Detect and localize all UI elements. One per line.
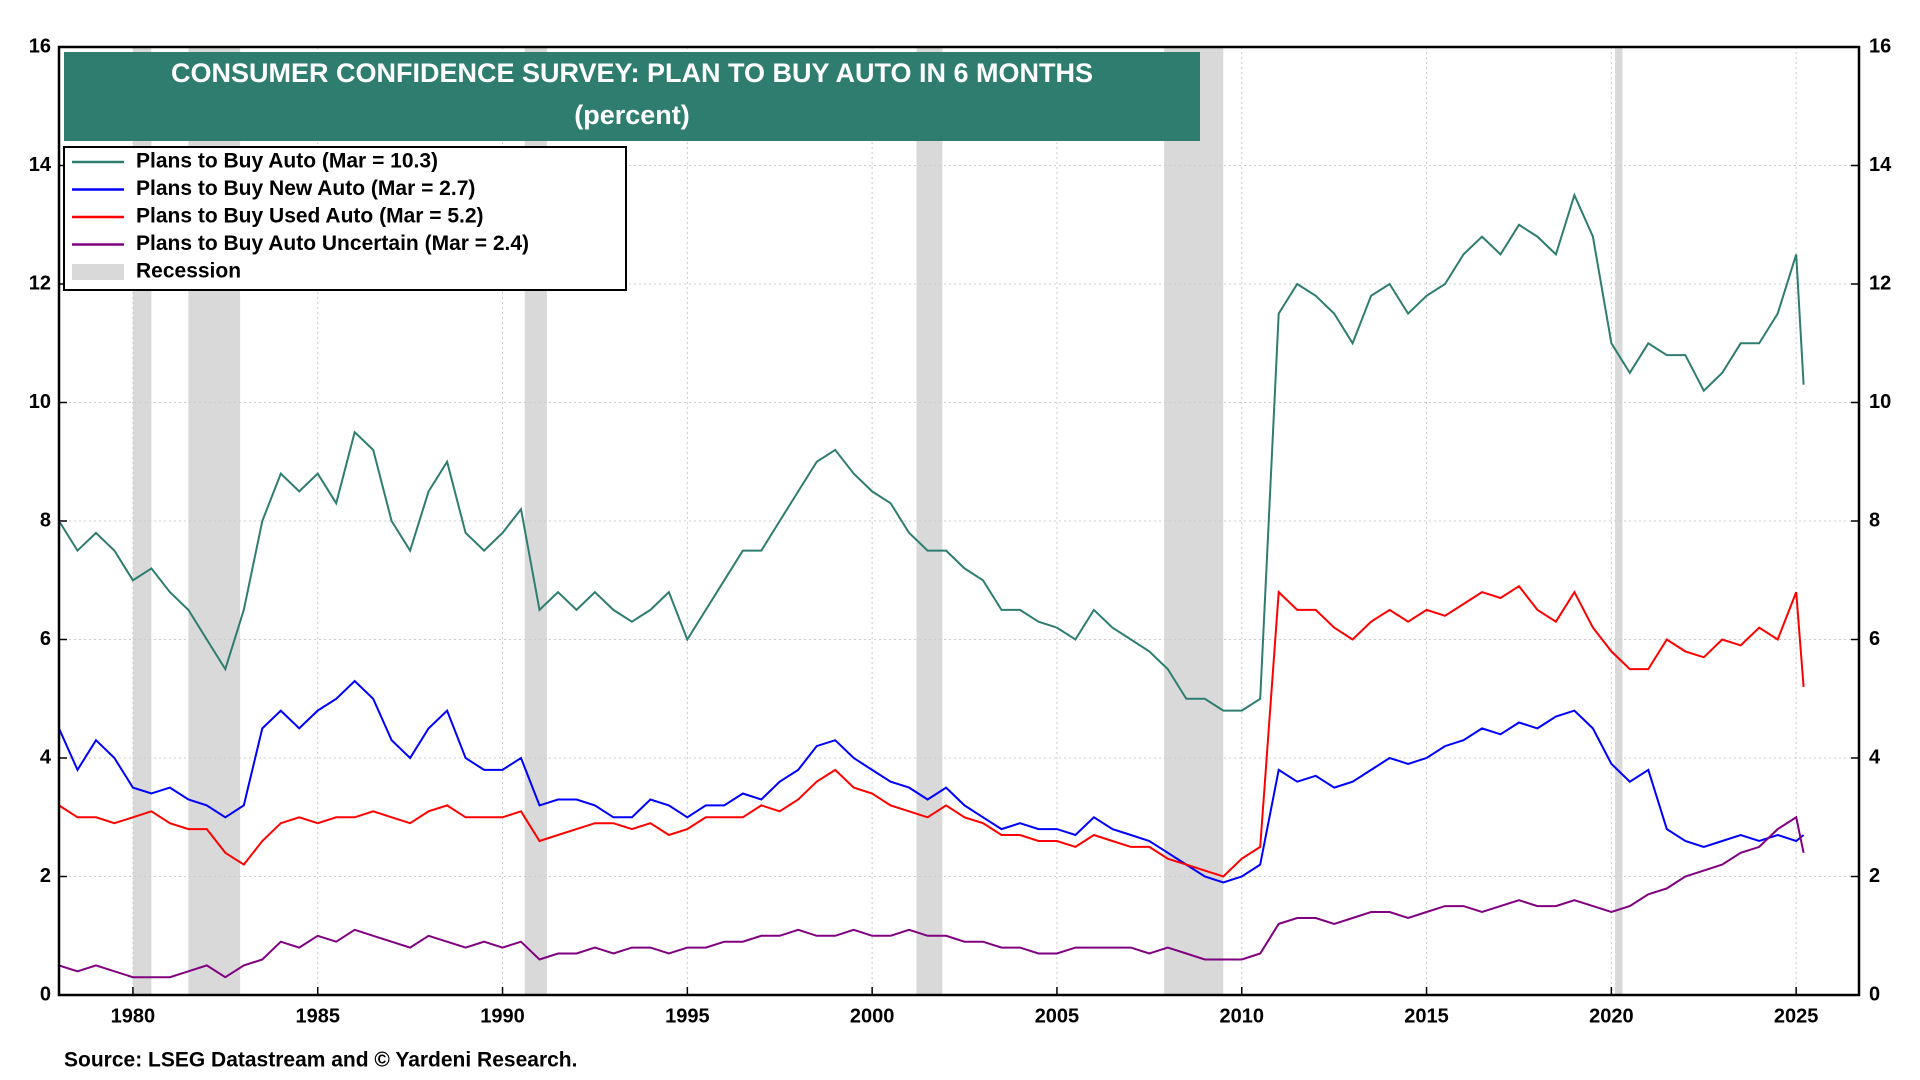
y2-tick-label: 10 <box>1869 391 1891 413</box>
series-line <box>59 584 1805 878</box>
y2-tick-label: 16 <box>1869 35 1891 57</box>
x-tick-label: 2020 <box>1589 1005 1634 1027</box>
x-tick-label: 2000 <box>850 1005 895 1027</box>
y-tick-label: 14 <box>29 154 52 176</box>
recession-band <box>1164 47 1224 995</box>
y-tick-label: 4 <box>40 746 52 768</box>
chart-subtitle: (percent) <box>574 100 690 130</box>
legend-box <box>63 146 627 291</box>
y-tick-label: 0 <box>40 983 51 1005</box>
y2-tick-label: 8 <box>1869 509 1880 531</box>
y2-tick-label: 4 <box>1869 746 1881 768</box>
x-tick-label: 2005 <box>1035 1005 1080 1027</box>
y2-tick-label: 14 <box>1869 154 1892 176</box>
legend-label: Recession <box>136 260 241 283</box>
plot-frame <box>57 45 1861 997</box>
y-tick-label: 16 <box>29 35 51 57</box>
recession-band <box>1615 47 1623 995</box>
series-line <box>59 679 1805 884</box>
chart-title: CONSUMER CONFIDENCE SURVEY: PLAN TO BUY … <box>171 58 1093 88</box>
y-tick-label: 8 <box>40 509 51 531</box>
legend-label: Plans to Buy New Auto (Mar = 2.7) <box>136 177 475 200</box>
y2-tick-label: 0 <box>1869 983 1880 1005</box>
x-tick-label: 2015 <box>1404 1005 1449 1027</box>
legend-label: Plans to Buy Used Auto (Mar = 5.2) <box>136 205 484 228</box>
y-tick-label: 10 <box>29 391 51 413</box>
x-tick-label: 2025 <box>1774 1005 1819 1027</box>
y2-tick-label: 2 <box>1869 865 1880 887</box>
source: Source: LSEG Datastream and © Yardeni Re… <box>64 1049 577 1072</box>
x-tick-label: 2010 <box>1220 1005 1265 1027</box>
x-tick-label: 1980 <box>111 1005 156 1027</box>
x-tick-label: 1995 <box>665 1005 710 1027</box>
y-tick-label: 2 <box>40 865 51 887</box>
series-line <box>59 815 1805 979</box>
x-tick-label: 1990 <box>480 1005 525 1027</box>
title-box <box>64 52 1200 141</box>
legend-label: Plans to Buy Auto Uncertain (Mar = 2.4) <box>136 232 529 255</box>
legend-swatch <box>72 264 124 280</box>
series-line <box>59 192 1805 712</box>
y-tick-label: 12 <box>29 272 51 294</box>
legend-label: Plans to Buy Auto (Mar = 10.3) <box>136 150 438 173</box>
y2-tick-label: 12 <box>1869 272 1891 294</box>
y-tick-label: 6 <box>40 628 51 650</box>
y2-tick-label: 6 <box>1869 628 1880 650</box>
x-tick-label: 1985 <box>295 1005 340 1027</box>
